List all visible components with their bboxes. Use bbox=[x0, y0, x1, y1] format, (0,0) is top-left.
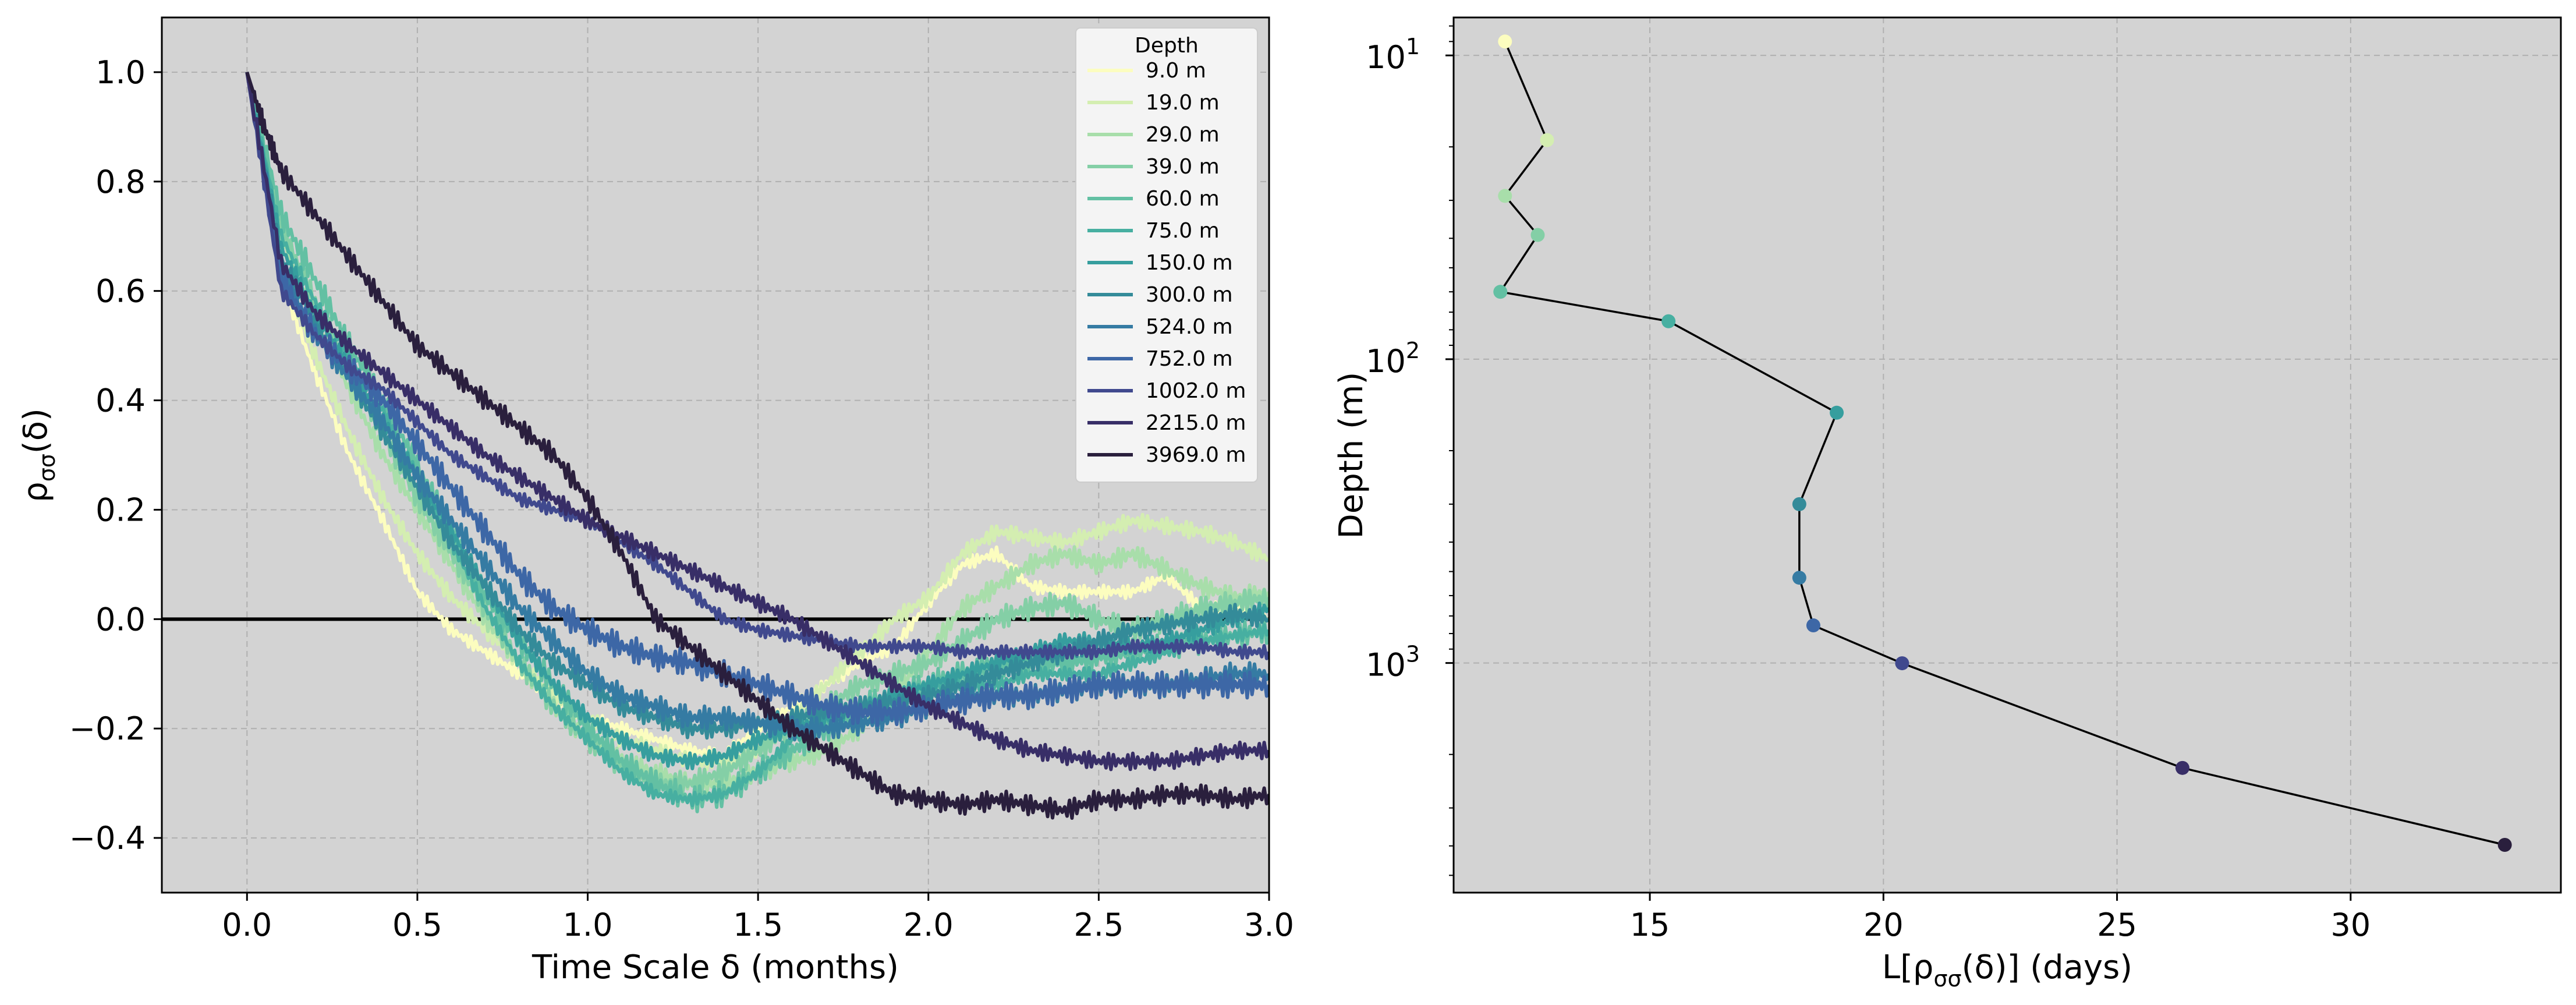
right-y-axis-label: Depth (m) bbox=[1333, 372, 1370, 539]
left-y-ticks: 1.0 0.8 0.6 0.4 0.2 0.0 −0.2 −0.4 bbox=[69, 54, 162, 857]
legend-label: 752.0 m bbox=[1146, 347, 1233, 371]
right-x-ticks: 15 20 25 30 bbox=[1630, 893, 2371, 943]
right-chart: 15 20 25 30 101 102 103 L[ρσσ(δ)] (days) Dept… bbox=[1333, 16, 2562, 992]
right-x-axis-label: L[ρσσ(δ)] (days) bbox=[1882, 949, 2132, 992]
depth-point-752 bbox=[1806, 618, 1820, 633]
legend-box bbox=[1075, 27, 1258, 483]
depth-point-524 bbox=[1792, 571, 1806, 585]
depth-point-300 bbox=[1792, 497, 1806, 511]
right-plot-frame bbox=[1452, 16, 2562, 894]
left-y-tick-label: −0.2 bbox=[69, 710, 146, 747]
right-plot-area bbox=[1454, 17, 2561, 893]
depth-point-19 bbox=[1540, 133, 1554, 147]
left-y-axis-label: ρσσ(δ) bbox=[17, 408, 60, 503]
legend-label: 1002.0 m bbox=[1146, 379, 1246, 403]
depth-point-60 bbox=[1493, 285, 1508, 299]
right-points-group bbox=[1493, 34, 2512, 852]
left-series-group bbox=[245, 72, 1269, 820]
depth-point-9 bbox=[1498, 34, 1512, 49]
left-y-tick-label: 0.0 bbox=[95, 601, 146, 638]
left-x-tick-label: 3.0 bbox=[1244, 907, 1294, 943]
left-x-tick-label: 2.5 bbox=[1073, 907, 1124, 943]
legend-label: 29.0 m bbox=[1146, 123, 1220, 147]
legend-label: 300.0 m bbox=[1146, 283, 1233, 307]
legend-label: 60.0 m bbox=[1146, 187, 1220, 211]
depth-point-3969 bbox=[2497, 837, 2512, 852]
legend-items: 9.0 m 19.0 m 29.0 m 39.0 m 60.0 m 75.0 m 150.0… bbox=[1087, 59, 1246, 467]
right-grid bbox=[1454, 17, 2561, 893]
left-y-tick-label: −0.4 bbox=[69, 820, 146, 857]
left-chart: 0.0 0.5 1.0 1.5 2.0 2.5 3.0 1.0 0.8 0.6 0.4 0.2 0.0… bbox=[17, 16, 1294, 986]
series-line-39690m bbox=[245, 72, 1269, 820]
depth-point-39 bbox=[1530, 228, 1545, 242]
legend-label: 2215.0 m bbox=[1146, 411, 1246, 435]
series-line-7520m bbox=[245, 72, 1269, 727]
depth-point-29 bbox=[1498, 189, 1512, 203]
legend: Depth 9.0 m 19.0 m 29.0 m 39.0 m 60.0 m 75.0 … bbox=[1075, 27, 1258, 483]
legend-label: 75.0 m bbox=[1146, 219, 1220, 243]
left-y-tick-label: 0.6 bbox=[95, 273, 146, 310]
left-x-tick-label: 1.5 bbox=[733, 907, 783, 943]
depth-point-75 bbox=[1661, 314, 1676, 328]
legend-label: 3969.0 m bbox=[1146, 443, 1246, 467]
left-x-tick-label: 2.0 bbox=[903, 907, 954, 943]
left-x-ticks: 0.0 0.5 1.0 1.5 2.0 2.5 3.0 bbox=[222, 893, 1294, 943]
left-y-tick-label: 0.8 bbox=[95, 164, 146, 200]
right-y-ticks: 101 102 103 bbox=[1366, 25, 1454, 876]
right-y-tick-label: 102 bbox=[1366, 338, 1420, 380]
left-x-axis-label: Time Scale δ (months) bbox=[532, 949, 899, 986]
left-x-tick-label: 1.0 bbox=[563, 907, 613, 943]
legend-label: 9.0 m bbox=[1146, 59, 1206, 83]
legend-label: 19.0 m bbox=[1146, 91, 1220, 115]
depth-point-1002 bbox=[1895, 656, 1909, 671]
series-line-22150m bbox=[245, 72, 1269, 772]
left-y-tick-label: 0.2 bbox=[95, 491, 146, 528]
left-x-tick-label: 0.5 bbox=[392, 907, 442, 943]
left-y-tick-label: 0.4 bbox=[95, 383, 146, 419]
left-plot-frame bbox=[161, 16, 1270, 894]
legend-label: 39.0 m bbox=[1146, 155, 1220, 179]
left-y-tick-label: 1.0 bbox=[95, 54, 146, 91]
right-x-tick-label: 25 bbox=[2097, 907, 2137, 943]
legend-title: Depth bbox=[1135, 34, 1199, 58]
right-x-tick-label: 20 bbox=[1863, 907, 1904, 943]
series-line-10020m bbox=[245, 72, 1269, 660]
right-x-tick-label: 15 bbox=[1630, 907, 1670, 943]
right-y-tick-label: 103 bbox=[1366, 642, 1420, 684]
left-x-tick-label: 0.0 bbox=[222, 907, 272, 943]
legend-label: 150.0 m bbox=[1146, 251, 1233, 275]
right-y-tick-label: 101 bbox=[1366, 34, 1420, 76]
right-x-tick-label: 30 bbox=[2331, 907, 2371, 943]
legend-label: 524.0 m bbox=[1146, 315, 1233, 339]
depth-point-2215 bbox=[2175, 760, 2189, 775]
depth-point-150 bbox=[1830, 405, 1844, 420]
